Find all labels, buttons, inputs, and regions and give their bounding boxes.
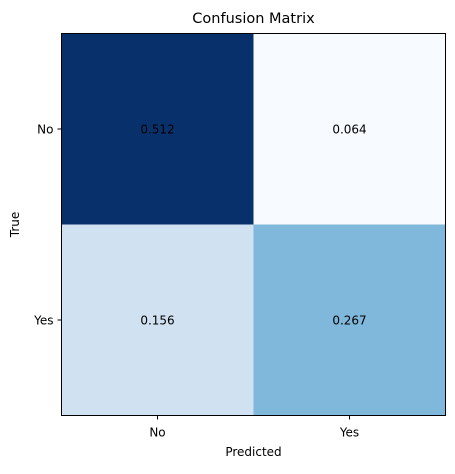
- heatmap-cell-1-1: [253, 224, 446, 416]
- y-tick-label-1: Yes: [33, 314, 53, 328]
- cell-value-label-0-0: 0.512: [140, 123, 174, 137]
- y-axis-ticks: No Yes: [33, 123, 62, 328]
- cell-value-label-1-0: 0.156: [140, 314, 174, 328]
- x-tick-label-0: No: [149, 426, 165, 440]
- y-axis-label: True: [8, 212, 22, 239]
- heatmap-cells: [61, 33, 446, 416]
- cell-value-label-0-1: 0.064: [332, 123, 366, 137]
- chart-title: Confusion Matrix: [192, 11, 315, 27]
- heatmap-cell-0-0: [61, 33, 254, 225]
- x-tick-label-1: Yes: [339, 426, 359, 440]
- y-tick-label-0: No: [37, 123, 53, 137]
- heatmap-cell-1-0: [61, 224, 254, 416]
- cell-value-label-1-1: 0.267: [332, 314, 366, 328]
- x-axis-label: Predicted: [225, 445, 281, 459]
- heatmap-cell-0-1: [253, 33, 446, 225]
- x-axis-ticks: No Yes: [149, 415, 359, 440]
- plot-frame: [61, 33, 446, 416]
- heatmap-cell-labels: 0.512 0.064 0.156 0.267: [140, 123, 366, 328]
